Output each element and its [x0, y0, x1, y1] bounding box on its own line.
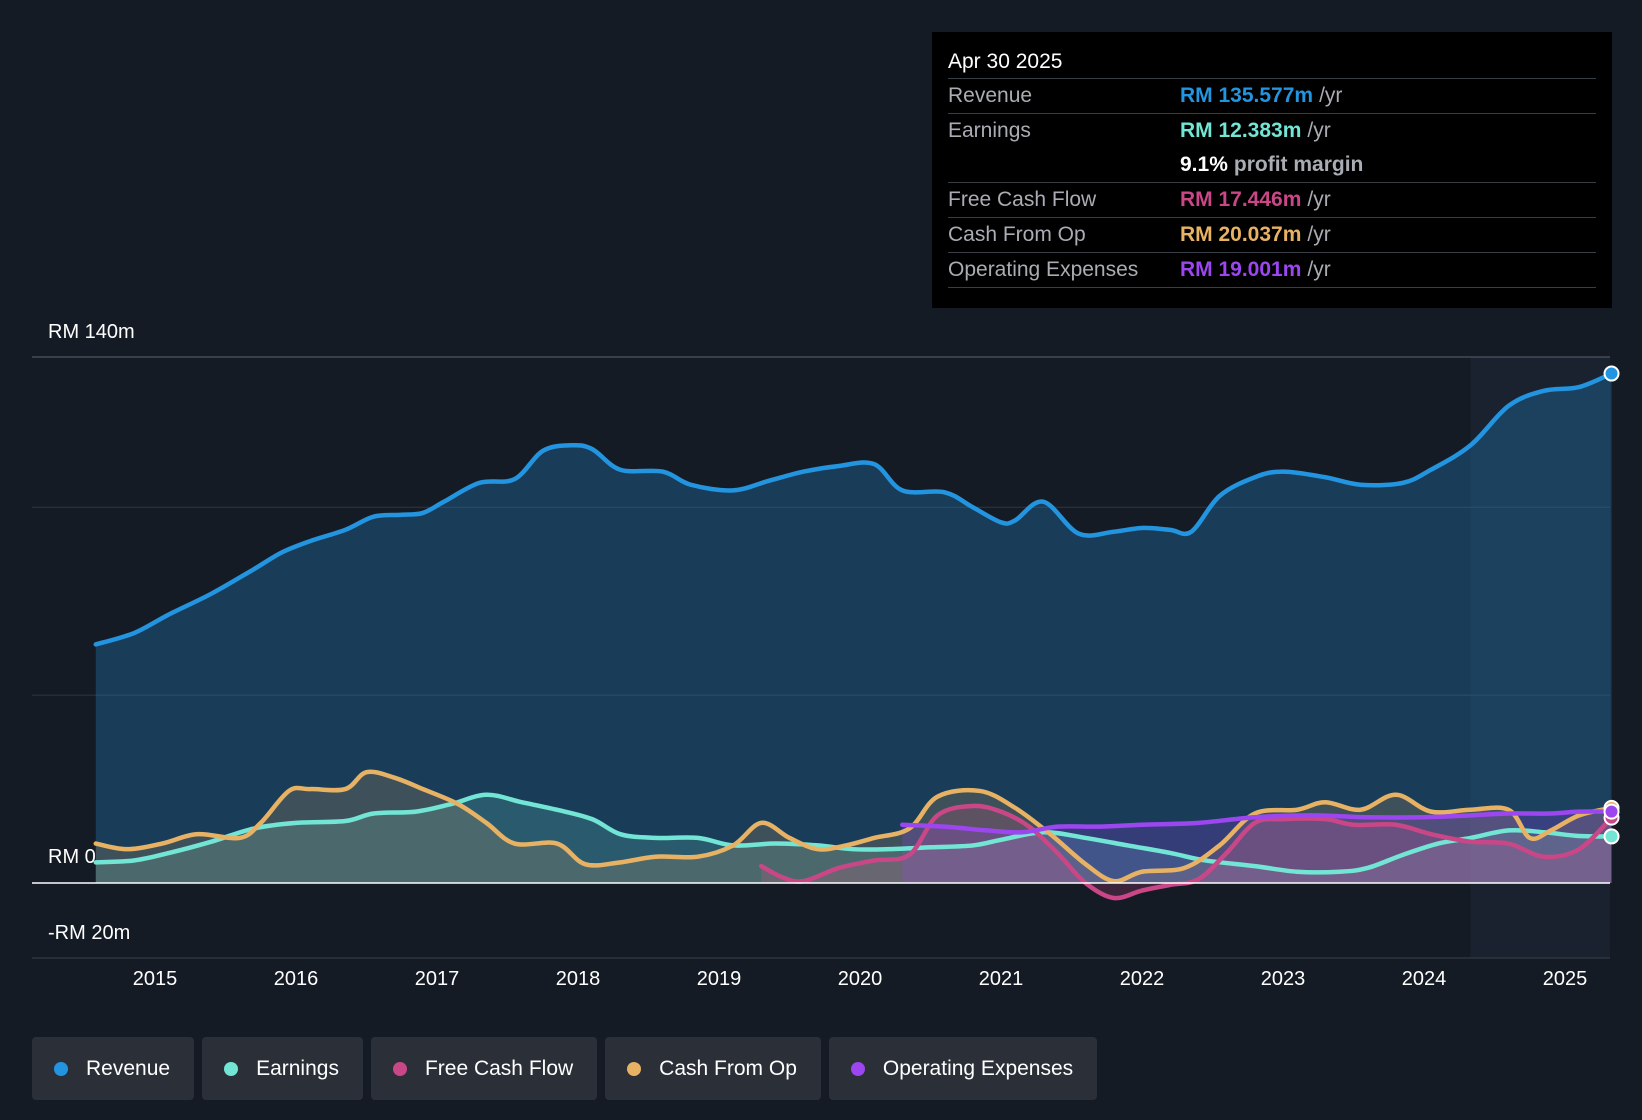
cash-from-op-line — [93, 769, 1614, 884]
x-tick-label: 2025 — [1542, 968, 1588, 990]
tooltip-date: Apr 30 2025 — [948, 50, 1063, 73]
x-tick-label: 2019 — [696, 968, 742, 990]
legend: Revenue Earnings Free Cash Flow Cash Fro… — [32, 1037, 1098, 1100]
legend-label: Earnings — [256, 1056, 339, 1080]
operating-expenses-line — [900, 809, 1614, 835]
tooltip-row-operating-expenses: Operating Expenses RM 19.001m /yr — [948, 252, 1596, 288]
tooltip-row-earnings: Earnings RM 12.383m /yr — [948, 113, 1596, 148]
free-cash-flow-line — [759, 803, 1614, 901]
x-tick-label: 2020 — [837, 968, 883, 990]
series-lines — [93, 371, 1614, 901]
operating-expenses-area — [902, 811, 1612, 883]
tooltip-value: 9.1% — [1180, 153, 1228, 176]
legend-label: Revenue — [86, 1056, 171, 1080]
series-endpoints — [1603, 365, 1620, 845]
tooltip-row-profit-margin: 9.1% profit margin — [948, 148, 1596, 182]
cash-from-op-dot-icon — [627, 1061, 642, 1076]
x-tick-label: 2021 — [978, 968, 1024, 990]
tooltip-value: RM 12.383m — [1180, 119, 1302, 142]
earnings-endpoint — [1603, 828, 1620, 845]
tooltip-unit: /yr — [1307, 188, 1331, 211]
earnings-dot-icon — [224, 1061, 239, 1076]
tooltip-label: Free Cash Flow — [948, 188, 1097, 211]
legend-label: Cash From Op — [659, 1056, 797, 1080]
tooltip-row-free-cash-flow: Free Cash Flow RM 17.446m /yr — [948, 182, 1596, 217]
legend-label: Operating Expenses — [882, 1056, 1074, 1080]
y-label-bottom: -RM 20m — [48, 922, 131, 944]
hover-tooltip: Apr 30 2025 Revenue RM 135.577m /yr Earn… — [932, 32, 1612, 308]
tooltip-value: RM 19.001m — [1180, 258, 1302, 281]
legend-cash-from-op[interactable]: Cash From Op — [605, 1037, 821, 1100]
tooltip-row-revenue: Revenue RM 135.577m /yr — [948, 78, 1596, 113]
y-label-zero: RM 0 — [48, 846, 96, 868]
tooltip-row-cash-from-op: Cash From Op RM 20.037m /yr — [948, 217, 1596, 252]
operating-expenses-dot-icon — [850, 1061, 865, 1076]
tooltip-unit: profit margin — [1233, 153, 1364, 176]
tooltip-label: Earnings — [948, 119, 1031, 142]
operating-expenses-endpoint — [1603, 803, 1620, 820]
x-tick-label: 2023 — [1260, 968, 1306, 990]
tooltip-label: Revenue — [948, 84, 1033, 107]
tooltip-unit: /yr — [1319, 84, 1343, 107]
x-tick-label: 2022 — [1119, 968, 1165, 990]
y-label-top: RM 140m — [48, 321, 135, 343]
series-areas — [95, 373, 1612, 899]
legend-revenue[interactable]: Revenue — [32, 1037, 195, 1100]
revenue-dot-icon — [54, 1061, 68, 1076]
x-tick-label: 2018 — [555, 968, 601, 990]
x-tick-label: 2024 — [1401, 968, 1447, 990]
x-tick-label: 2017 — [414, 968, 460, 990]
free-cash-flow-dot-icon — [392, 1061, 407, 1076]
legend-operating-expenses[interactable]: Operating Expenses — [828, 1037, 1098, 1100]
legend-earnings[interactable]: Earnings — [202, 1037, 363, 1100]
tooltip-unit: /yr — [1307, 258, 1331, 281]
tooltip-value: RM 20.037m — [1180, 223, 1302, 246]
x-tick-label: 2015 — [132, 968, 178, 990]
revenue-line — [93, 371, 1614, 647]
revenue-endpoint — [1603, 365, 1620, 382]
x-tick-label: 2016 — [273, 968, 319, 990]
legend-free-cash-flow[interactable]: Free Cash Flow — [370, 1037, 598, 1100]
earnings-line — [93, 792, 1614, 875]
cash-from-op-area — [95, 771, 1612, 883]
tooltip-unit: /yr — [1307, 119, 1331, 142]
revenue-area — [95, 373, 1612, 883]
tooltip-unit: /yr — [1307, 223, 1331, 246]
tooltip-label: Cash From Op — [948, 223, 1086, 246]
tooltip-value: RM 17.446m — [1180, 188, 1302, 211]
tooltip-value: RM 135.577m — [1180, 84, 1314, 107]
legend-label: Free Cash Flow — [424, 1056, 574, 1080]
tooltip-label: Operating Expenses — [948, 258, 1139, 281]
gridlines — [32, 356, 1610, 959]
